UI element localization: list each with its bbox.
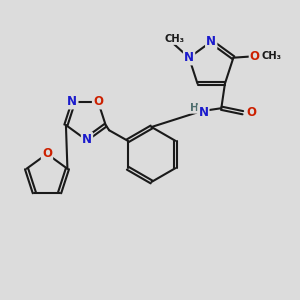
Text: O: O bbox=[93, 95, 103, 108]
Text: CH₃: CH₃ bbox=[261, 51, 281, 61]
Text: O: O bbox=[42, 147, 52, 161]
Text: N: N bbox=[184, 51, 194, 64]
Text: H: H bbox=[190, 103, 199, 112]
Text: N: N bbox=[206, 35, 216, 48]
Text: N: N bbox=[198, 106, 208, 119]
Text: CH₃: CH₃ bbox=[164, 34, 184, 44]
Text: N: N bbox=[67, 95, 77, 108]
Text: N: N bbox=[82, 133, 92, 146]
Text: O: O bbox=[246, 106, 256, 119]
Text: O: O bbox=[250, 50, 260, 63]
